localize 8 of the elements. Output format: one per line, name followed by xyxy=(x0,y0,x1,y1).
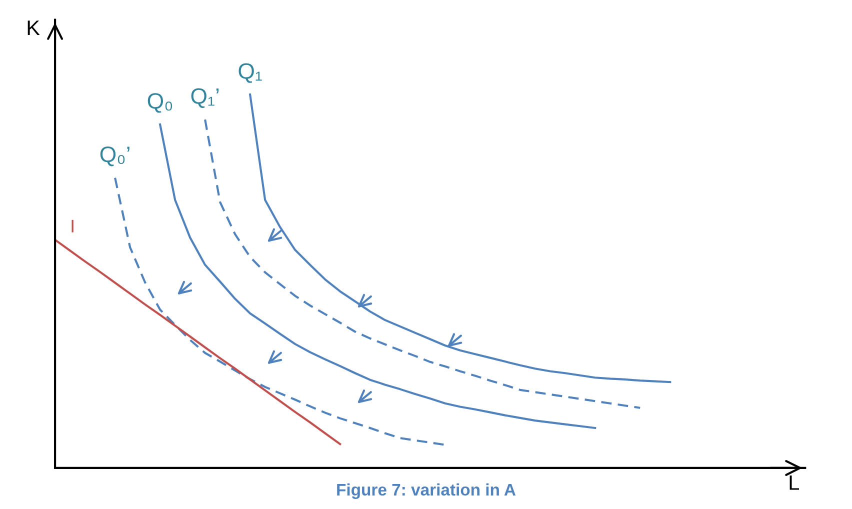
series-label: Q₀’ xyxy=(100,146,130,166)
x-axis-title: L xyxy=(790,475,799,490)
y-axis-title: K xyxy=(28,20,40,35)
series-label: I xyxy=(72,220,74,232)
series-label: Q₁’ xyxy=(191,88,219,108)
series-label: Q₁ xyxy=(238,63,262,83)
caption: Figure 7: variation in A xyxy=(337,483,516,499)
series-label: Q₀ xyxy=(148,93,172,113)
